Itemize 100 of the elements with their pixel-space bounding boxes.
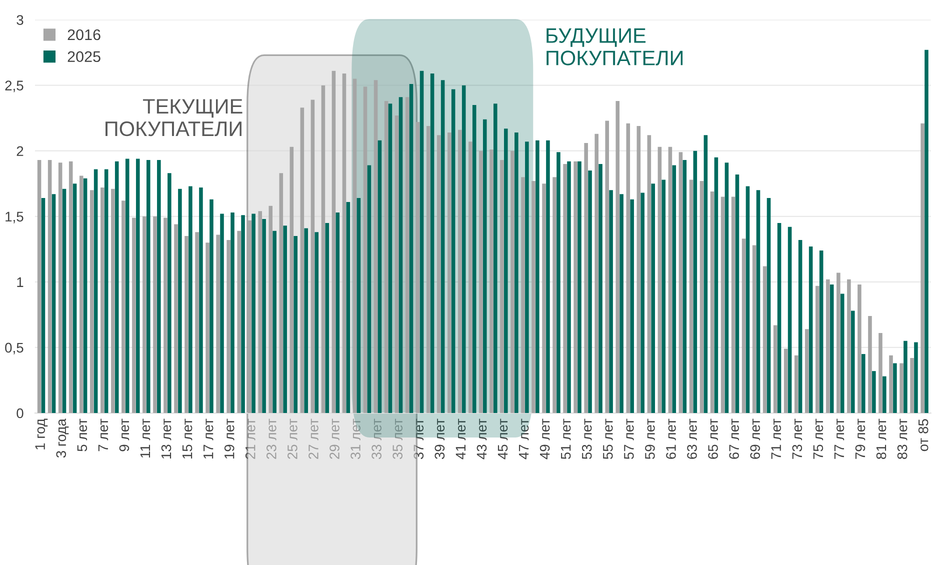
bar [458,130,462,414]
bar [693,150,698,414]
bar [479,150,483,414]
bar [206,242,210,414]
bar [493,104,498,414]
x-tick-label: 11 лет [140,418,150,458]
bar [294,236,298,414]
x-tick-label: 67 лет [729,418,739,459]
y-tick-label: 1 [17,277,24,287]
bar [279,173,284,414]
bar [72,184,77,414]
bar [310,100,315,414]
bar [658,146,662,414]
bar [924,50,928,414]
bar [910,358,914,414]
bar [283,226,287,414]
bar [482,119,487,414]
bar [836,272,840,414]
x-tick-label: 73 лет [792,418,802,459]
bar [490,150,494,414]
bar [48,160,52,414]
x-tick-label: 37 лет [414,418,424,460]
bar [651,184,655,414]
bar [216,234,220,414]
y-tick-label: 0 [16,408,24,418]
x-tick-label: 21 лет [245,418,256,459]
bar [808,246,813,414]
bar [210,199,214,414]
bar [405,97,410,414]
bar [104,169,108,414]
bar [426,126,430,414]
bar [195,232,199,414]
x-tick-label: 79 лет [855,418,866,459]
bar [409,84,414,414]
bar [332,70,336,414]
x-tick-label: 81 лет [876,418,886,459]
bar [862,354,866,414]
bar [304,228,308,414]
bar [352,78,357,414]
bar [153,216,157,414]
bar [868,316,872,414]
x-tick-label: 61 лет [666,418,676,459]
bar [346,202,350,414]
bar [230,212,234,414]
x-tick-label: 25 лет [288,418,298,459]
bar [724,162,729,414]
bar [731,196,736,414]
bar [752,245,756,414]
bar [850,310,855,414]
bar [532,181,536,414]
bar [178,188,182,414]
bar [125,158,130,414]
bar [325,222,330,414]
bar [525,142,529,414]
x-tick-label: 35 лет [392,418,403,460]
bar [237,230,241,414]
legend-label: 2025 [68,51,100,62]
bar [398,97,403,414]
bar [804,329,809,414]
x-tick-label: 3 года [56,418,69,458]
x-tick-label: 17 лет [204,418,214,459]
bar [164,218,168,414]
bar [468,142,472,414]
bar [563,164,567,414]
x-tick-label: 15 лет [182,418,192,459]
bar [321,85,326,414]
bar [510,150,514,414]
bar [616,101,620,414]
bar [777,222,782,414]
bar [184,236,188,414]
bar [636,126,641,414]
bar [542,184,546,414]
bar [114,161,119,414]
bar [384,101,388,414]
x-tick-label: 7 лет [98,418,108,452]
x-tick-label: 63 лет [687,418,697,459]
bar [710,191,714,414]
bar [574,161,578,414]
bar [272,230,276,414]
bar [394,115,399,414]
x-tick-label: 33 лет [372,418,382,460]
bar [847,279,851,414]
bar [363,86,368,414]
bar [58,162,62,414]
bar [742,238,746,414]
bar [794,355,798,414]
bar [462,85,466,414]
bar [220,214,224,414]
bar [451,89,456,414]
bar [620,194,624,414]
bar [858,284,862,414]
x-tick-label: 27 лет [308,418,318,459]
bar [168,173,172,414]
bar [142,216,146,414]
bar [416,122,420,414]
bar [798,240,802,414]
bar [816,286,820,414]
bar [226,240,230,414]
bar [300,108,304,414]
bar [893,363,897,414]
